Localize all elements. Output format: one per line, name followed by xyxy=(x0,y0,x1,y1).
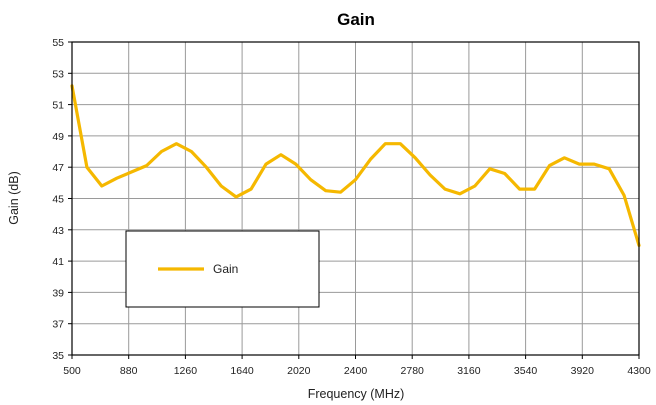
y-tick-label: 41 xyxy=(52,256,64,268)
x-tick-label: 880 xyxy=(120,365,138,377)
plot-area xyxy=(71,41,640,356)
y-tick-label: 43 xyxy=(52,225,64,237)
x-tick-label: 2400 xyxy=(344,365,368,377)
y-tick-label: 47 xyxy=(52,162,64,174)
legend-label-gain: Gain xyxy=(213,262,238,276)
y-tick-label: 45 xyxy=(52,194,64,206)
x-axis-label: Frequency (MHz) xyxy=(308,387,405,401)
x-tick-label: 2020 xyxy=(287,365,311,377)
gridlines xyxy=(71,41,640,356)
series-line-gain xyxy=(70,84,641,247)
y-axis-label: Gain (dB) xyxy=(7,171,21,225)
x-tick-label: 4300 xyxy=(627,365,651,377)
y-tick-label: 37 xyxy=(52,319,64,331)
y-tick-label: 55 xyxy=(52,37,64,49)
legend: Gain xyxy=(125,230,320,308)
x-tick-label: 500 xyxy=(63,365,81,377)
y-tick-label: 51 xyxy=(52,100,64,112)
x-tick-label: 3160 xyxy=(457,365,481,377)
x-tick-label: 3540 xyxy=(514,365,538,377)
x-tick-label: 1640 xyxy=(230,365,254,377)
y-tick-label: 53 xyxy=(52,68,64,80)
y-tick-label: 35 xyxy=(52,350,64,362)
y-axis-ticks: 35 37 39 41 43 45 47 49 51 53 55 xyxy=(52,37,72,362)
x-tick-label: 1260 xyxy=(174,365,198,377)
x-axis-ticks: 500 880 1260 1640 2020 2400 2780 3160 3540 3920 43… xyxy=(63,355,651,377)
y-tick-label: 39 xyxy=(52,287,64,299)
x-tick-label: 2780 xyxy=(401,365,425,377)
chart-title: Gain xyxy=(337,10,375,29)
y-tick-label: 49 xyxy=(52,131,64,143)
x-tick-label: 3920 xyxy=(571,365,595,377)
